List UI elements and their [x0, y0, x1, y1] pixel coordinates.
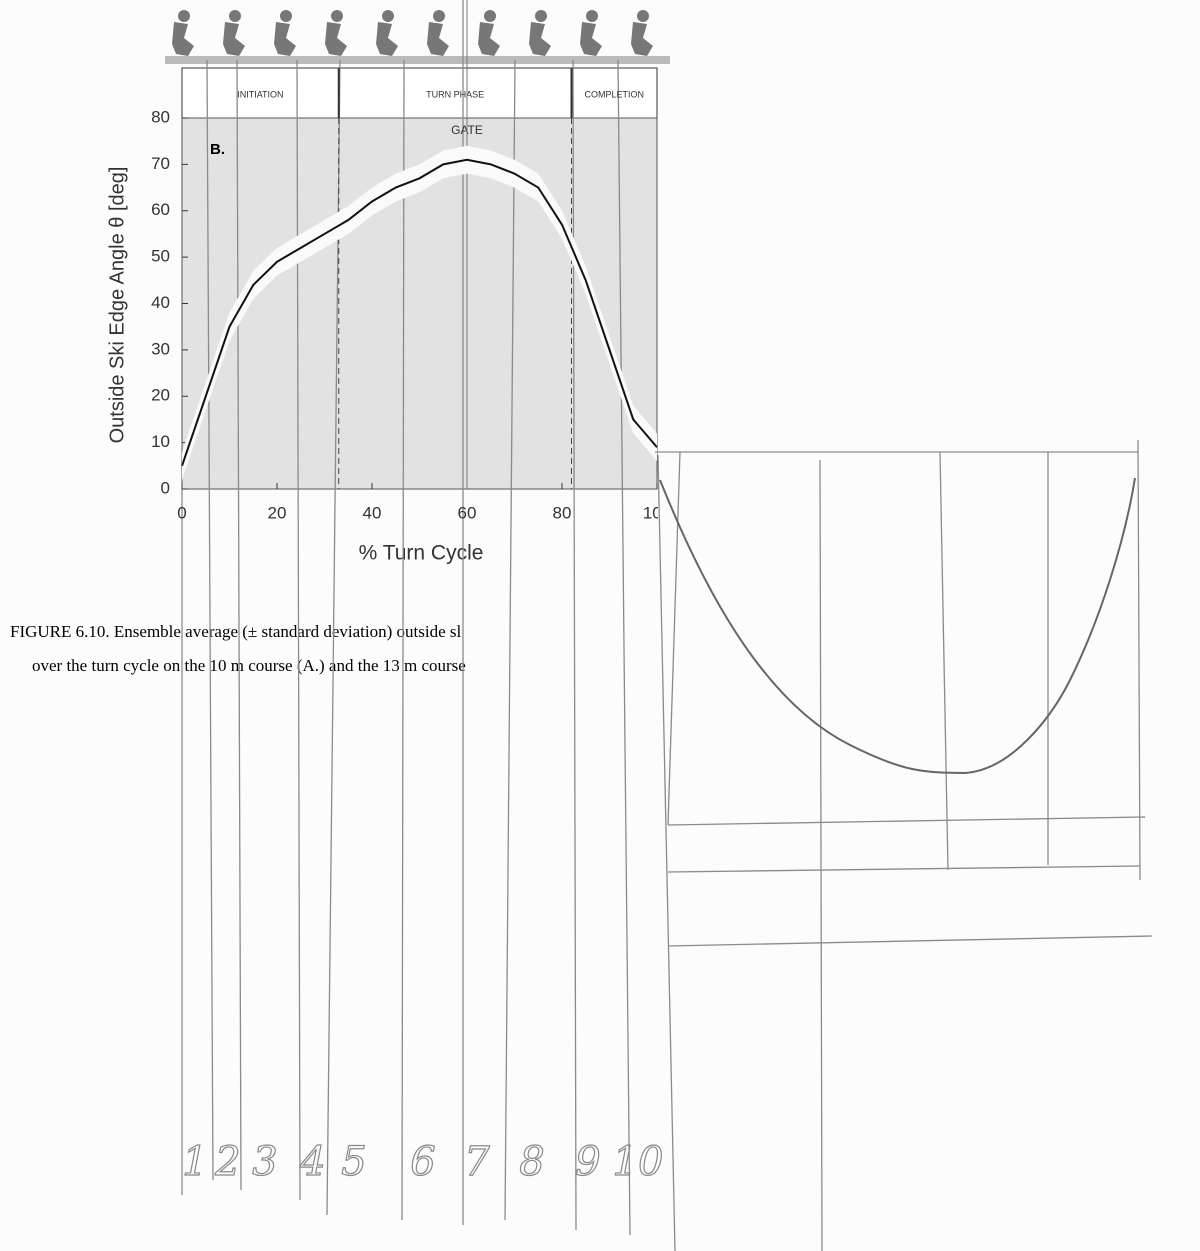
sketch-paper — [658, 452, 1200, 1251]
x-tick-label: 80 — [553, 503, 572, 522]
y-tick-label: 30 — [151, 339, 170, 358]
phase-label: INITIATION — [237, 89, 283, 99]
skier-body — [427, 22, 449, 56]
skier-body — [376, 22, 398, 56]
skier-head — [229, 10, 241, 22]
y-tick-label: 60 — [151, 200, 170, 219]
skier-body — [631, 22, 653, 56]
pencil-sketch — [655, 439, 1153, 1251]
skier-head — [535, 10, 547, 22]
handwritten-number: 10 — [613, 1139, 664, 1185]
x-axis-label: % Turn Cycle — [359, 542, 484, 565]
handwritten-number: 5 — [341, 1139, 366, 1185]
handwritten-number: 3 — [252, 1139, 277, 1185]
skier-body — [223, 22, 245, 56]
skier-body — [580, 22, 602, 56]
handwritten-number: 9 — [575, 1139, 600, 1185]
mean-line — [181, 158, 658, 467]
skier-strip — [165, 10, 670, 64]
x-tick-label: 0 — [177, 503, 186, 522]
skier-head — [484, 10, 496, 22]
x-tick-label: 60 — [458, 503, 477, 522]
y-axis-label: Outside Ski Edge Angle θ [deg] — [106, 167, 128, 444]
skier-body — [172, 22, 194, 56]
y-tick-label: 10 — [151, 432, 170, 451]
x-tick-label: 40 — [363, 503, 382, 522]
skier-body — [529, 22, 551, 56]
y-tick-label: 80 — [151, 107, 170, 126]
pencil-verticals — [181, 0, 631, 1236]
skier-body — [274, 22, 296, 56]
phase-label: COMPLETION — [584, 89, 644, 99]
skier-head — [280, 10, 292, 22]
handwritten-number: 8 — [519, 1139, 544, 1185]
y-tick-label: 0 — [161, 478, 170, 497]
skier-body — [325, 22, 347, 56]
skier-head — [433, 10, 445, 22]
skier-head — [637, 10, 649, 22]
handwritten-number: 4 — [299, 1139, 325, 1185]
y-tick-label: 20 — [151, 386, 170, 405]
y-tick-label: 70 — [151, 154, 170, 173]
phase-header — [181, 67, 658, 119]
caption-line: FIGURE 6.10. Ensemble average (± standar… — [10, 622, 461, 641]
panel-label: B. — [210, 141, 225, 158]
skier-head — [382, 10, 394, 22]
handwritten-number: 6 — [410, 1139, 435, 1185]
y-tick-label: 50 — [151, 247, 170, 266]
skier-head — [586, 10, 598, 22]
phase-label: TURN PHASE — [426, 89, 484, 99]
handwritten-number: 7 — [464, 1139, 490, 1185]
y-tick-label: 40 — [151, 293, 170, 312]
x-tick-label: 20 — [268, 503, 287, 522]
caption-line: over the turn cycle on the 10 m course (… — [32, 656, 466, 675]
skier-body — [478, 22, 500, 56]
handwritten-number: 1 — [182, 1139, 207, 1185]
handwritten-number: 2 — [214, 1139, 240, 1185]
skier-head — [178, 10, 190, 22]
skier-head — [331, 10, 343, 22]
